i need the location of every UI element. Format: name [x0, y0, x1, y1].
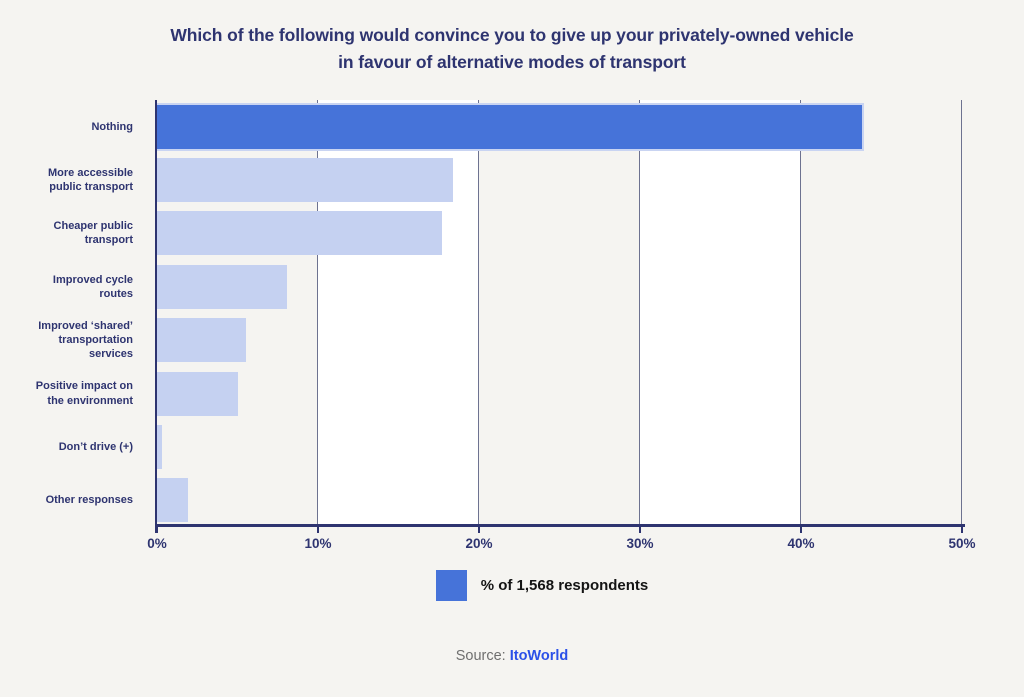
- x-tick-mark: [156, 527, 158, 533]
- chart-title: Which of the following would convince yo…: [0, 22, 1024, 76]
- bar-cheaper-public-transport: [157, 211, 442, 256]
- bar-don-t-drive: [157, 424, 162, 469]
- x-tick-mark: [961, 527, 963, 533]
- bar-row: [157, 474, 962, 527]
- bar-improved-shared-transportation-services: [157, 318, 246, 363]
- bar-row: [157, 207, 962, 260]
- x-tick-label: 40%: [787, 536, 815, 551]
- chart-title-line1: Which of the following would convince yo…: [170, 25, 854, 45]
- x-tick-label: 0%: [147, 536, 167, 551]
- column-band: [640, 100, 801, 527]
- bar-row: [157, 420, 962, 473]
- category-label: Improved ‘shared’ transportation service…: [38, 319, 133, 361]
- category-label: Don’t drive (+): [58, 440, 133, 453]
- plot-area: [157, 100, 962, 527]
- category-labels: Nothing More accessible public transport C…: [0, 100, 145, 527]
- gridline: [317, 100, 318, 527]
- bar-row: [157, 100, 962, 153]
- bar-other-responses: [157, 478, 188, 523]
- x-tick-mark: [639, 527, 641, 533]
- x-axis-line: [155, 524, 965, 527]
- category-label: Cheaper public transport: [53, 220, 133, 247]
- category-label: More accessible public transport: [48, 166, 133, 194]
- bar-row: [157, 367, 962, 420]
- bar-row: [157, 153, 962, 206]
- bar-row: [157, 314, 962, 367]
- x-tick-label: 50%: [948, 536, 976, 551]
- category-label: Positive impact on the environment: [35, 380, 133, 407]
- x-tick-label: 10%: [304, 536, 332, 551]
- gridline: [961, 100, 962, 527]
- legend-label: % of 1,568 respondents: [480, 577, 649, 594]
- bar-more-accessible-public-transport: [157, 158, 454, 203]
- bar-row: [157, 260, 962, 313]
- gridline: [800, 100, 801, 527]
- legend-swatch: [435, 570, 467, 601]
- bar-nothing: [157, 104, 863, 149]
- legend: % of 1,568 respondents: [30, 570, 1024, 601]
- y-axis-line: [155, 100, 157, 533]
- x-tick-mark: [317, 527, 319, 533]
- bar-positive-impact-on-the-environment: [157, 371, 238, 416]
- source-label: Source:: [455, 648, 506, 664]
- gridline: [478, 100, 479, 527]
- chart-title-line2: in favour of alternative modes of transp…: [338, 52, 686, 73]
- category-label: Other responses: [45, 494, 133, 507]
- x-tick-label: 20%: [465, 536, 493, 551]
- source-link[interactable]: ItoWorld: [509, 648, 569, 664]
- bar-improved-cycle-routes: [157, 264, 288, 309]
- x-axis-tick-labels: 0% 10% 20% 30% 40% 50%: [147, 536, 975, 556]
- x-tick-label: 30%: [626, 536, 654, 551]
- source-line: Source: ItoWorld: [0, 648, 1024, 664]
- gridline: [639, 100, 640, 527]
- x-tick-mark: [478, 527, 480, 533]
- bar-rows: [157, 100, 962, 527]
- category-label: Improved cycle routes: [52, 273, 133, 300]
- category-label: Nothing: [91, 120, 133, 133]
- x-tick-mark: [800, 527, 802, 533]
